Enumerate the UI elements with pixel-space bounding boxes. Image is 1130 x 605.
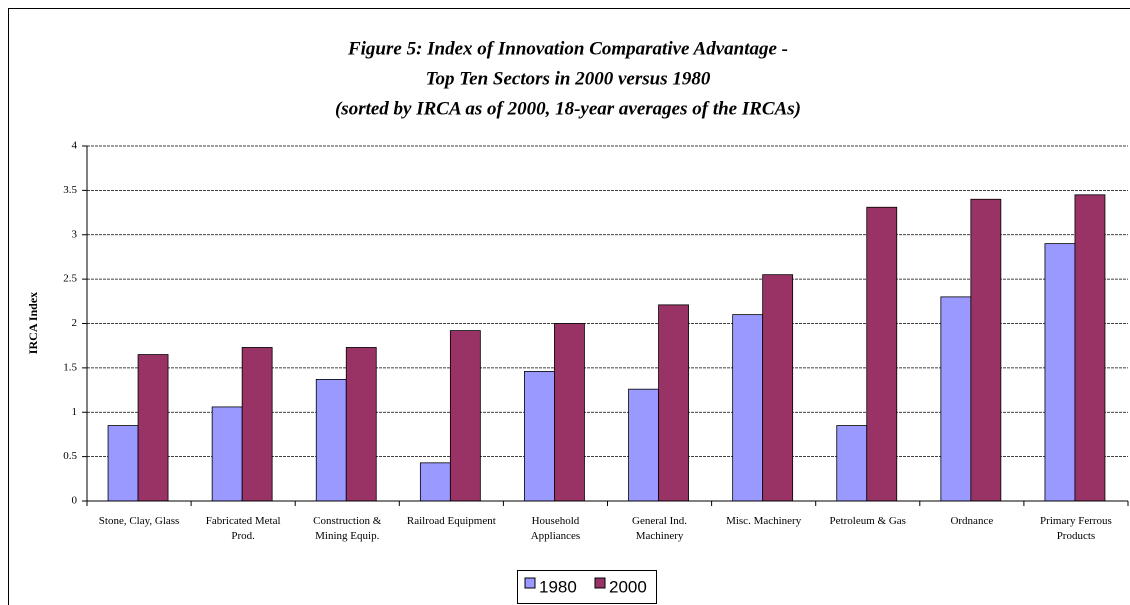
bar [211,406,243,502]
y-axis-label: IRCA Index [26,292,40,354]
bar [107,425,139,502]
y-tick-label: 3.5 [63,184,77,196]
legend-swatch [594,577,606,589]
bar [658,304,689,502]
bar [241,347,273,502]
x-tick-label: Primary Ferrous Products [1040,515,1112,542]
y-tick-label: 1.5 [63,361,77,373]
bar [345,347,377,502]
bar [419,462,451,502]
bar [940,296,972,502]
bar [762,274,794,502]
x-tick-label: Fabricated Metal Prod. [206,515,281,542]
bar [554,323,585,502]
bar [628,388,659,502]
bar [866,206,898,502]
x-tick-label: General Ind. Machinery [632,515,687,542]
x-tick-label: Railroad Equipment [407,515,496,527]
bar [732,314,764,502]
x-tick-label: Ordnance [950,515,993,527]
y-tick-label: 2 [72,317,78,329]
chart-title: Figure 5: Index of Innovation Comparativ… [347,38,788,59]
x-tick-label: Stone, Clay, Glass [99,515,180,527]
bar [315,379,347,502]
bar [449,330,481,502]
chart-title: Top Ten Sectors in 2000 versus 1980 [426,68,711,89]
legend-label: 1980 [539,577,577,596]
bar [1044,243,1076,502]
bar [836,425,868,502]
legend-box [517,570,657,604]
x-tick-label: Petroleum & Gas [830,515,906,527]
bar [970,198,1002,502]
x-tick-label: Household Appliances [531,515,580,542]
bar [524,371,555,502]
legend-swatch [524,577,536,589]
y-tick-label: 3 [72,228,78,240]
legend-label: 2000 [609,577,647,596]
y-tick-label: 0.5 [63,450,77,462]
chart-title: (sorted by IRCA as of 2000, 18-year aver… [335,98,801,119]
x-tick-label: Construction & Mining Equip. [313,515,382,542]
y-tick-label: 4 [72,140,78,152]
bar [137,354,169,502]
x-tick-label: Misc. Machinery [726,515,802,527]
y-tick-label: 1 [72,406,78,418]
y-tick-label: 2.5 [63,273,77,285]
y-tick-label: 0 [72,495,78,507]
bar [1074,194,1106,502]
